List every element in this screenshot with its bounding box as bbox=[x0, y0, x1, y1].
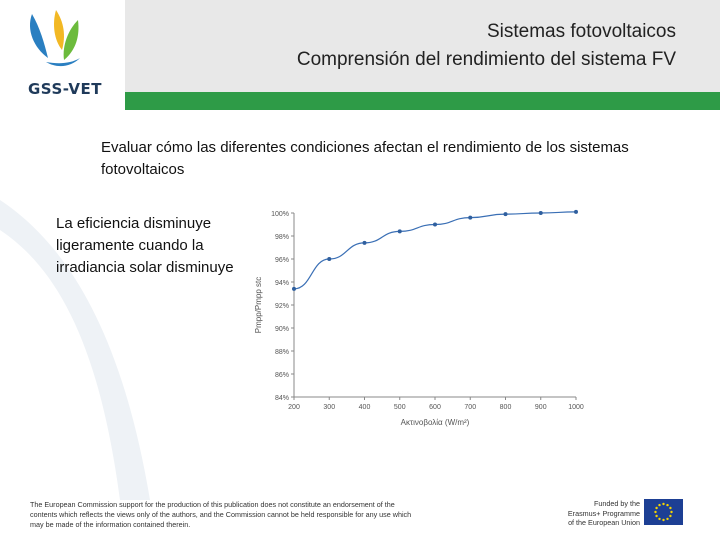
gss-vet-logo-icon bbox=[29, 10, 80, 67]
efficiency-note: La eficiencia disminuye ligeramente cuan… bbox=[56, 215, 234, 276]
x-tick-label: 1000 bbox=[568, 404, 584, 411]
funded-line-2: Erasmus+ Programme bbox=[567, 508, 640, 518]
logo-text: GSS-VET bbox=[28, 80, 102, 98]
disclaimer-line-2: contents which reflects the views only o… bbox=[30, 510, 412, 519]
eu-star bbox=[658, 517, 661, 521]
x-tick-label: 400 bbox=[359, 404, 371, 411]
x-tick-label: 800 bbox=[500, 404, 512, 411]
eu-star bbox=[669, 506, 672, 510]
data-point bbox=[503, 212, 508, 217]
funded-by-text: Funded by the Erasmus+ Programme of the … bbox=[540, 499, 640, 528]
eu-star bbox=[658, 503, 661, 507]
data-point bbox=[397, 229, 402, 234]
eu-star bbox=[669, 514, 672, 518]
data-point bbox=[468, 215, 473, 220]
intro-text: Evaluar cómo las diferentes condiciones … bbox=[101, 139, 629, 178]
y-tick-label: 98% bbox=[275, 234, 289, 241]
eu-star bbox=[655, 514, 658, 518]
data-point bbox=[538, 211, 543, 215]
x-tick-label: 900 bbox=[535, 404, 547, 411]
x-tick-label: 700 bbox=[464, 404, 476, 411]
data-point bbox=[433, 222, 437, 227]
disclaimer-line-3: may be made of the information contained… bbox=[30, 520, 191, 529]
eu-flag-icon bbox=[644, 499, 683, 525]
eu-star bbox=[662, 518, 665, 522]
y-tick-label: 84% bbox=[275, 395, 289, 402]
y-tick-label: 94% bbox=[275, 280, 289, 287]
funded-line-3: of the European Union bbox=[568, 518, 640, 527]
x-axis-label: Ακτινοβολία (W/m²) bbox=[401, 418, 470, 427]
x-tick-label: 600 bbox=[429, 404, 441, 411]
data-point bbox=[292, 286, 296, 291]
header-accent-bar bbox=[125, 92, 720, 110]
x-tick-label: 200 bbox=[288, 404, 300, 411]
funded-line-1: Funded by the bbox=[594, 499, 640, 508]
y-tick-label: 90% bbox=[275, 326, 289, 333]
x-tick-label: 300 bbox=[323, 404, 335, 411]
y-tick-label: 88% bbox=[275, 349, 289, 356]
y-tick-label: 92% bbox=[275, 303, 289, 310]
y-tick-label: 86% bbox=[275, 372, 289, 379]
title-line-2: Comprensión del rendimiento del sistema … bbox=[296, 49, 676, 70]
data-point bbox=[327, 257, 332, 261]
x-tick-label: 500 bbox=[394, 404, 406, 411]
eu-star bbox=[654, 510, 657, 514]
title-line-1: Sistemas fotovoltaicos bbox=[486, 21, 676, 42]
eu-star bbox=[662, 502, 665, 506]
background-swoosh bbox=[0, 200, 150, 500]
data-point bbox=[574, 209, 578, 214]
eu-disclaimer: The European Commission support for the … bbox=[30, 500, 470, 530]
disclaimer-line-1: The European Commission support for the … bbox=[30, 500, 395, 509]
page-title: Sistemas fotovoltaicos Comprensión del r… bbox=[297, 18, 676, 74]
efficiency-chart: 84% 86% 88% 90% 92% 94% 96% 98% 100% 200 300 400 500… bbox=[254, 209, 584, 427]
y-tick-label: 100% bbox=[271, 211, 289, 218]
logo-area bbox=[0, 0, 125, 110]
data-point bbox=[362, 240, 367, 245]
eu-star bbox=[670, 510, 673, 514]
y-tick-label: 96% bbox=[275, 257, 289, 264]
eu-star bbox=[666, 517, 669, 521]
y-axis-label: Pmpp/Pmpp stc bbox=[254, 277, 263, 333]
eu-star bbox=[655, 506, 658, 510]
eu-star bbox=[666, 503, 669, 507]
